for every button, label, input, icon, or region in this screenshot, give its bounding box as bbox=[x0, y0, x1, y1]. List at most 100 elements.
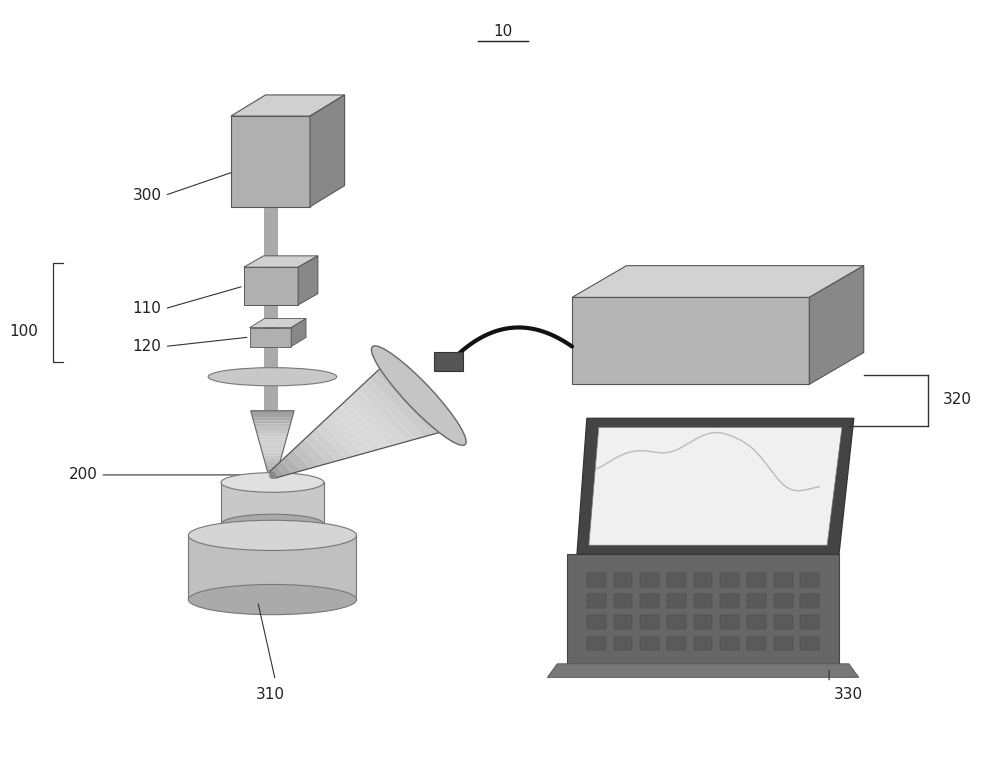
Text: 120: 120 bbox=[133, 339, 162, 354]
Polygon shape bbox=[188, 536, 356, 600]
Polygon shape bbox=[231, 95, 345, 116]
Bar bbox=[667, 573, 686, 587]
Polygon shape bbox=[258, 436, 287, 440]
Polygon shape bbox=[259, 440, 286, 443]
Bar bbox=[800, 573, 819, 587]
Bar bbox=[614, 616, 632, 629]
Polygon shape bbox=[251, 411, 294, 414]
Polygon shape bbox=[270, 466, 284, 478]
Polygon shape bbox=[256, 430, 289, 433]
Polygon shape bbox=[264, 207, 277, 267]
Polygon shape bbox=[293, 444, 319, 468]
Polygon shape bbox=[265, 462, 280, 465]
Text: 310: 310 bbox=[256, 686, 285, 702]
Polygon shape bbox=[264, 459, 281, 462]
Bar bbox=[667, 637, 686, 650]
Polygon shape bbox=[434, 352, 463, 371]
Text: 110: 110 bbox=[133, 301, 162, 317]
Polygon shape bbox=[589, 428, 842, 545]
Polygon shape bbox=[254, 424, 291, 427]
Bar bbox=[800, 637, 819, 650]
Polygon shape bbox=[257, 433, 288, 436]
Text: 200: 200 bbox=[69, 467, 97, 482]
Polygon shape bbox=[250, 328, 291, 346]
Bar bbox=[614, 594, 632, 608]
Polygon shape bbox=[267, 469, 278, 472]
Bar bbox=[747, 616, 766, 629]
Polygon shape bbox=[291, 319, 306, 346]
Bar bbox=[774, 616, 793, 629]
Bar bbox=[694, 573, 712, 587]
Text: 100: 100 bbox=[9, 324, 38, 339]
Polygon shape bbox=[340, 400, 389, 449]
Polygon shape bbox=[221, 482, 324, 524]
Bar bbox=[694, 616, 712, 629]
Polygon shape bbox=[311, 428, 345, 461]
Bar bbox=[800, 616, 819, 629]
Ellipse shape bbox=[371, 346, 466, 445]
Polygon shape bbox=[334, 406, 380, 451]
Polygon shape bbox=[244, 256, 318, 267]
Bar bbox=[667, 594, 686, 608]
Bar bbox=[587, 637, 606, 650]
Bar bbox=[640, 616, 659, 629]
Polygon shape bbox=[275, 461, 293, 476]
Polygon shape bbox=[317, 422, 354, 459]
Text: 300: 300 bbox=[133, 188, 162, 203]
Text: 320: 320 bbox=[943, 392, 972, 407]
Bar bbox=[587, 573, 606, 587]
Bar bbox=[720, 573, 739, 587]
Text: 10: 10 bbox=[493, 24, 512, 39]
Polygon shape bbox=[376, 368, 441, 435]
Polygon shape bbox=[261, 449, 283, 453]
Bar bbox=[587, 616, 606, 629]
Polygon shape bbox=[260, 443, 285, 446]
Bar bbox=[640, 594, 659, 608]
Polygon shape bbox=[572, 266, 864, 298]
Polygon shape bbox=[264, 305, 277, 328]
Polygon shape bbox=[231, 116, 310, 207]
Polygon shape bbox=[577, 419, 854, 554]
Ellipse shape bbox=[221, 473, 324, 492]
Bar bbox=[694, 594, 712, 608]
Text: 330: 330 bbox=[834, 686, 863, 702]
Polygon shape bbox=[262, 453, 283, 456]
Bar bbox=[614, 637, 632, 650]
Polygon shape bbox=[370, 373, 433, 437]
Polygon shape bbox=[253, 420, 292, 424]
Bar bbox=[747, 573, 766, 587]
Bar bbox=[720, 616, 739, 629]
Bar bbox=[640, 637, 659, 650]
Polygon shape bbox=[298, 256, 318, 305]
Bar bbox=[774, 594, 793, 608]
Bar bbox=[720, 637, 739, 650]
Polygon shape bbox=[281, 455, 302, 473]
Polygon shape bbox=[323, 417, 363, 456]
Bar bbox=[774, 573, 793, 587]
Bar bbox=[747, 637, 766, 650]
Polygon shape bbox=[266, 465, 279, 469]
Polygon shape bbox=[263, 456, 282, 459]
Polygon shape bbox=[255, 427, 290, 430]
Polygon shape bbox=[381, 361, 450, 432]
Ellipse shape bbox=[188, 521, 356, 550]
Polygon shape bbox=[264, 379, 277, 411]
Polygon shape bbox=[250, 319, 306, 328]
Bar bbox=[747, 594, 766, 608]
Polygon shape bbox=[287, 450, 310, 471]
Polygon shape bbox=[364, 378, 424, 439]
Ellipse shape bbox=[188, 584, 356, 615]
Bar bbox=[640, 573, 659, 587]
Polygon shape bbox=[252, 414, 293, 417]
Polygon shape bbox=[358, 384, 415, 441]
Polygon shape bbox=[252, 417, 292, 420]
Bar bbox=[774, 637, 793, 650]
Polygon shape bbox=[328, 411, 372, 454]
Bar bbox=[614, 573, 632, 587]
Polygon shape bbox=[346, 395, 398, 447]
Polygon shape bbox=[547, 664, 859, 677]
Polygon shape bbox=[299, 439, 328, 466]
Polygon shape bbox=[264, 346, 277, 374]
Polygon shape bbox=[352, 390, 406, 444]
Polygon shape bbox=[260, 446, 284, 449]
